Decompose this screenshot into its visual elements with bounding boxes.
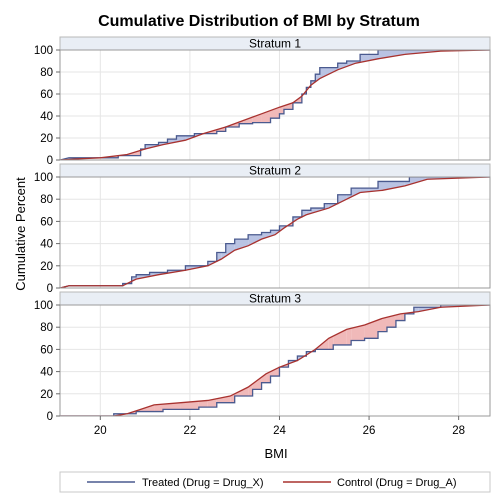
chart-title: Cumulative Distribution of BMI by Stratu…: [98, 13, 420, 30]
series-control-line: [60, 50, 490, 160]
series-treated-line: [60, 305, 490, 416]
difference-fill: [333, 329, 347, 345]
difference-fill: [382, 317, 387, 332]
y-tick-label: 20: [40, 389, 53, 401]
x-tick-label: 26: [363, 425, 376, 437]
panel-strip-label: Stratum 2: [249, 164, 301, 178]
legend-frame: [59, 471, 491, 493]
y-tick-label: 40: [40, 239, 53, 251]
y-tick-label: 100: [34, 300, 53, 312]
difference-fill: [378, 50, 405, 59]
difference-fill: [360, 54, 379, 63]
difference-fill: [364, 319, 379, 339]
x-tick-label: 20: [94, 425, 107, 437]
y-tick-label: 40: [40, 111, 53, 123]
panel-stratum-1: Stratum 1 0 20 40 60 80 100: [34, 36, 491, 167]
difference-fill: [400, 313, 405, 321]
x-tick-label: 22: [183, 425, 196, 437]
legend-treated-label: Treated (Drug = Drug_X): [142, 477, 264, 489]
difference-fill: [207, 398, 217, 408]
difference-fill: [328, 336, 334, 350]
difference-fill: [395, 313, 401, 321]
panel-strip-label: Stratum 1: [249, 37, 301, 51]
x-tick-label: 28: [452, 425, 465, 437]
y-tick-label: 0: [47, 155, 53, 167]
difference-fill: [216, 396, 231, 403]
difference-fill: [378, 181, 383, 191]
difference-fill: [270, 367, 280, 377]
difference-fill: [346, 328, 352, 345]
y-tick-label: 60: [40, 89, 53, 101]
difference-fill: [337, 194, 347, 204]
legend: Treated (Drug = Drug_X) Control (Drug = …: [59, 471, 491, 493]
y-tick-label: 80: [40, 194, 53, 206]
difference-fill: [351, 324, 365, 341]
difference-fill: [154, 404, 164, 412]
difference-fill: [198, 400, 208, 408]
x-axis-label: BMI: [264, 446, 287, 461]
y-tick-label: 60: [40, 344, 53, 356]
difference-fill: [279, 105, 284, 114]
panel-stratum-2: Stratum 2 0 20 40 60 80 100: [34, 163, 491, 295]
y-tick-label: 0: [47, 411, 53, 423]
series-treated-line: [60, 177, 490, 288]
panel-plot-area: [60, 50, 490, 160]
series-control-line: [60, 305, 490, 416]
panels-group: Stratum 1 0 20 40 60 80 100 Stratum 2 0 20 40 60 80 1…: [34, 36, 491, 437]
panel-frame: [59, 304, 491, 417]
difference-fill: [261, 373, 267, 383]
difference-fill: [221, 252, 226, 260]
panel-frame: [59, 49, 491, 161]
difference-fill: [252, 377, 262, 390]
difference-fill: [243, 117, 253, 124]
difference-fill: [386, 314, 396, 328]
panel-frame: [59, 176, 491, 289]
series-treated-line: [60, 50, 490, 160]
difference-fill: [413, 307, 419, 313]
y-tick-label: 0: [47, 283, 53, 295]
difference-fill: [252, 113, 262, 123]
difference-fill: [225, 243, 235, 257]
y-tick-label: 20: [40, 133, 53, 145]
difference-fill: [180, 401, 199, 410]
difference-fill: [261, 232, 271, 240]
y-tick-label: 100: [34, 172, 53, 184]
difference-fill: [351, 188, 361, 197]
y-tick-label: 80: [40, 67, 53, 79]
legend-control-label: Control (Drug = Drug_A): [337, 477, 457, 489]
difference-fill: [382, 181, 405, 191]
panel-strip-label: Stratum 3: [249, 292, 301, 306]
difference-fill: [248, 234, 262, 246]
difference-fill: [283, 102, 293, 110]
series-control-line: [60, 177, 490, 288]
y-tick-label: 40: [40, 367, 53, 379]
x-tick-label: 24: [273, 425, 286, 437]
difference-fill: [378, 318, 383, 332]
difference-fill: [360, 188, 379, 193]
y-axis-label: Cumulative Percent: [13, 177, 28, 291]
panel-plot-area: [60, 305, 490, 416]
y-tick-label: 80: [40, 322, 53, 334]
y-tick-label: 60: [40, 216, 53, 228]
difference-fill: [266, 371, 271, 383]
y-tick-label: 20: [40, 261, 53, 273]
y-tick-label: 100: [34, 45, 53, 57]
difference-fill: [234, 239, 249, 251]
panel-stratum-3: Stratum 3 0 20 40 60 80 100 20 22 24 26 28: [34, 291, 491, 437]
difference-fill: [315, 74, 320, 82]
difference-fill: [337, 63, 347, 70]
difference-fill: [167, 139, 177, 144]
